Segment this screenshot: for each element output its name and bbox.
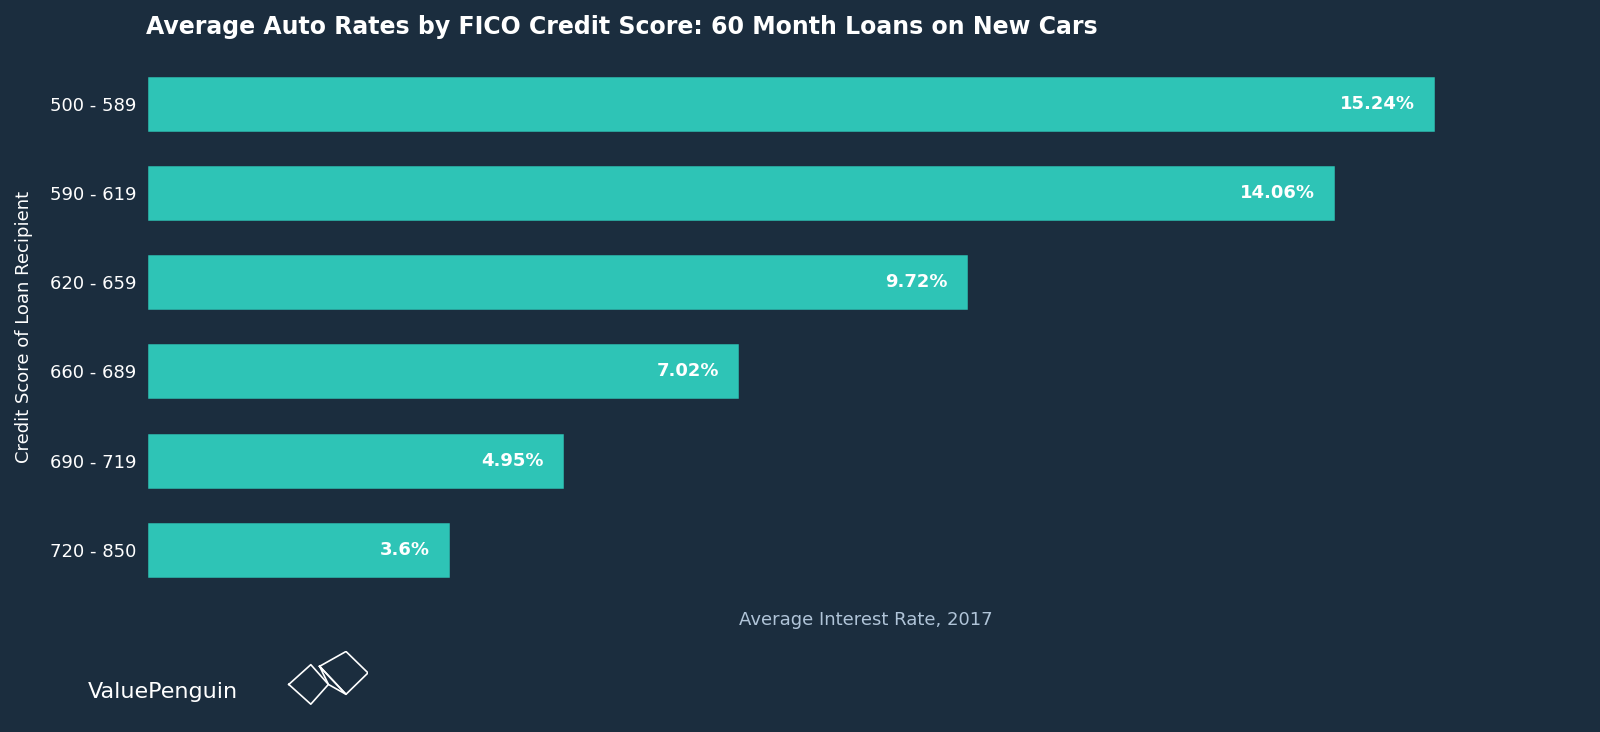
Bar xyxy=(146,343,741,400)
Text: 4.95%: 4.95% xyxy=(482,452,544,470)
Text: 3.6%: 3.6% xyxy=(379,541,429,559)
Bar xyxy=(146,75,1437,132)
Bar xyxy=(146,432,565,490)
Text: 9.72%: 9.72% xyxy=(885,273,947,291)
Bar xyxy=(146,253,968,311)
Text: 14.06%: 14.06% xyxy=(1240,184,1315,202)
Text: ValuePenguin: ValuePenguin xyxy=(88,681,238,702)
Bar xyxy=(146,164,1336,222)
Text: 7.02%: 7.02% xyxy=(656,362,718,381)
Text: Average Auto Rates by FICO Credit Score: 60 Month Loans on New Cars: Average Auto Rates by FICO Credit Score:… xyxy=(146,15,1098,39)
Bar xyxy=(146,521,451,579)
Y-axis label: Credit Score of Loan Recipient: Credit Score of Loan Recipient xyxy=(14,190,34,463)
Text: 15.24%: 15.24% xyxy=(1339,94,1414,113)
X-axis label: Average Interest Rate, 2017: Average Interest Rate, 2017 xyxy=(739,611,992,630)
